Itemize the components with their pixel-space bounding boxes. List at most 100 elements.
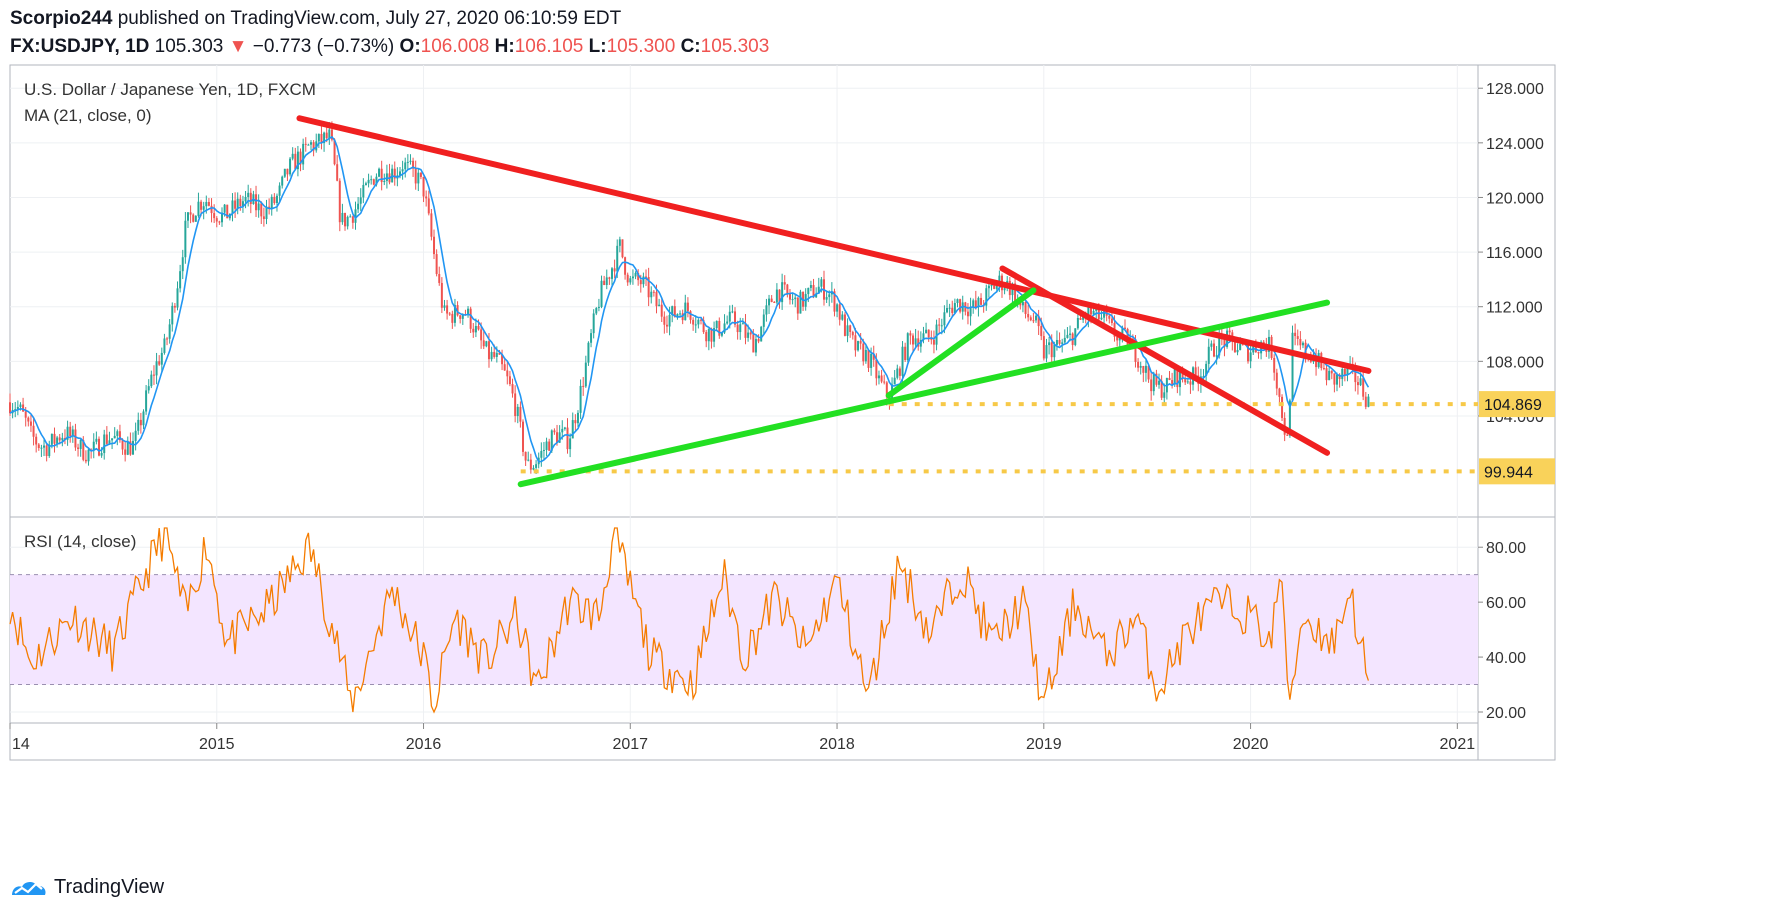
candle-body — [862, 343, 865, 362]
candle-body — [1100, 317, 1103, 320]
candle-body — [571, 420, 574, 439]
trendlines[interactable] — [296, 115, 1372, 488]
candle-body — [710, 328, 713, 342]
candle-body — [1089, 307, 1092, 315]
candle-body — [639, 280, 642, 285]
candle-body — [1124, 327, 1127, 329]
candle-body — [312, 142, 315, 151]
candle-body — [634, 273, 637, 277]
candle-body — [1367, 396, 1370, 407]
candle-body — [414, 168, 417, 184]
candle-body — [124, 449, 127, 455]
candle-body — [718, 320, 721, 336]
candle-body — [430, 213, 433, 237]
candle-body — [1116, 336, 1119, 341]
candle-body — [354, 209, 357, 223]
brand-name: TradingView — [54, 876, 165, 898]
candle-body — [1333, 373, 1336, 385]
candle-body — [1286, 434, 1289, 436]
tradingview-brand[interactable]: TradingView — [10, 876, 164, 899]
candle-body — [236, 198, 239, 209]
candle-series — [9, 121, 1370, 474]
candle-body — [296, 151, 299, 170]
candle-body — [1142, 365, 1145, 373]
price-level-tag — [1479, 391, 1555, 418]
candle-body — [160, 352, 163, 365]
candle-body — [953, 303, 956, 314]
candle-body — [901, 346, 904, 376]
candle-body — [995, 283, 998, 289]
candle-body — [173, 305, 176, 308]
candle-body — [728, 311, 731, 322]
candle-body — [843, 314, 846, 336]
price-level-labels: 104.869 99.944 — [1479, 391, 1555, 485]
candle-body — [851, 331, 854, 336]
candle-body — [1218, 334, 1221, 356]
candle-body — [1202, 375, 1205, 377]
red-trendline[interactable] — [999, 265, 1331, 456]
candle-body — [74, 429, 77, 448]
candle-body — [417, 172, 420, 184]
candle-body — [676, 314, 679, 317]
candle-body — [1228, 330, 1231, 333]
green-trendline[interactable] — [885, 287, 1037, 399]
candle-body — [1173, 368, 1176, 384]
candle-body — [1152, 373, 1155, 392]
candle-body — [542, 449, 545, 451]
candle-body — [1322, 368, 1325, 370]
candle-body — [210, 205, 213, 214]
candle-body — [608, 277, 611, 279]
candle-body — [658, 304, 661, 307]
candle-body — [69, 426, 72, 437]
candle-body — [451, 313, 454, 323]
rsi-axis[interactable]: 80.00 60.00 40.00 20.00 — [1478, 540, 1526, 722]
green-trendline[interactable] — [517, 299, 1331, 488]
candle-body — [550, 430, 553, 451]
candle-body — [574, 420, 577, 424]
candle-body — [16, 406, 19, 410]
candle-body — [820, 279, 823, 287]
candle-body — [487, 341, 490, 360]
candle-body — [723, 323, 726, 333]
candle-body — [720, 332, 723, 336]
candle-body — [870, 353, 873, 368]
candle-body — [129, 441, 132, 455]
candle-body — [472, 328, 475, 333]
candle-body — [286, 168, 289, 175]
candle-body — [959, 299, 962, 312]
candle-body — [522, 421, 525, 452]
candle-body — [508, 376, 511, 385]
author-name[interactable]: Scorpio244 — [10, 8, 113, 29]
time-axis[interactable]: 14 2015 2016 2017 2018 2019 2020 2021 — [9, 723, 1475, 753]
candle-body — [1215, 355, 1218, 357]
candle-body — [624, 257, 627, 275]
candle-body — [1176, 368, 1179, 388]
candle-body — [1079, 317, 1082, 320]
candle-body — [914, 338, 917, 345]
candle-body — [359, 197, 362, 204]
candle-body — [1178, 369, 1181, 388]
candle-body — [262, 216, 265, 219]
candle-body — [694, 324, 697, 326]
price-tick-label: 120.000 — [1486, 190, 1544, 207]
red-trendline[interactable] — [296, 115, 1372, 374]
candle-body — [1139, 365, 1142, 368]
candle-body — [794, 297, 797, 300]
candle-body — [362, 184, 365, 198]
time-tick-label: 2018 — [819, 736, 855, 753]
close-label: C: — [680, 36, 701, 57]
candle-body — [642, 276, 645, 285]
candle-body — [932, 339, 935, 345]
candle-body — [1341, 368, 1344, 380]
candle-body — [631, 276, 634, 279]
candle-body — [974, 300, 977, 308]
candle-body — [650, 291, 653, 298]
candle-body — [582, 385, 585, 387]
price-axis[interactable]: 128.000 124.000 120.000 116.000 112.000 108.0… — [1478, 81, 1544, 426]
candle-body — [1356, 382, 1359, 386]
candle-body — [587, 342, 590, 363]
candle-body — [744, 323, 747, 338]
candle-body — [427, 198, 430, 214]
publish-info: Scorpio244 published on TradingView.com,… — [10, 8, 621, 30]
